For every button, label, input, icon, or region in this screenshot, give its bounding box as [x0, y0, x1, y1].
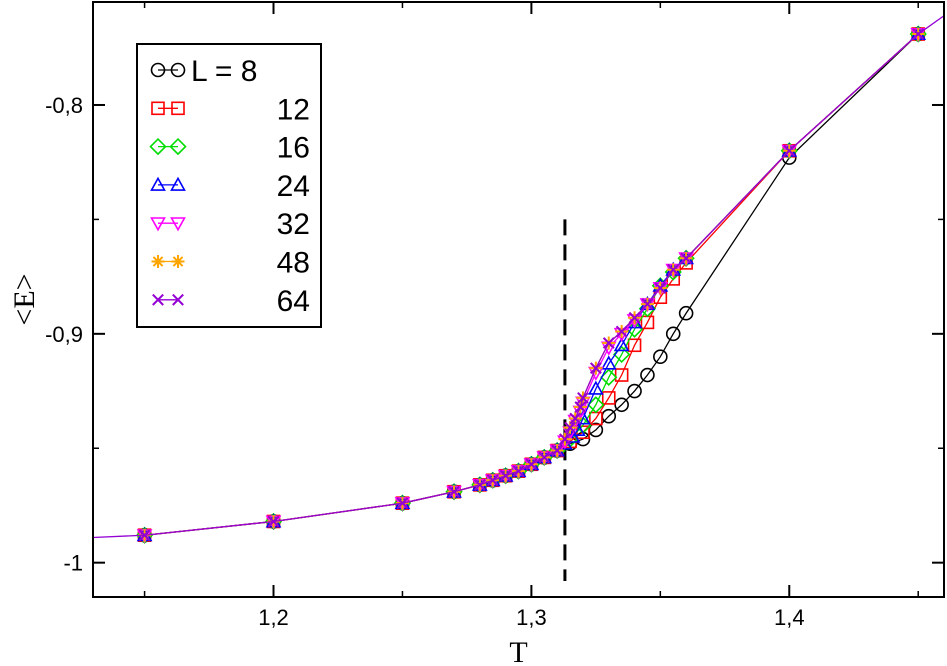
data-point [602, 337, 615, 349]
legend-label: 12 [277, 93, 310, 126]
data-point [614, 368, 629, 382]
legend-label: 64 [277, 285, 310, 318]
data-point [653, 349, 668, 365]
data-point [680, 252, 693, 265]
legend-entry: 24 [150, 170, 310, 203]
legend-marker [171, 255, 185, 268]
legend-marker [170, 62, 186, 78]
legend-entry: 32 [150, 208, 310, 241]
data-point [486, 474, 499, 487]
data-point [678, 305, 694, 321]
legend-label: 48 [277, 247, 310, 280]
data-point [559, 433, 571, 446]
data-point [138, 529, 151, 542]
y-axis-title: <E> [8, 273, 41, 325]
data-point [667, 263, 680, 276]
data-point [654, 282, 667, 294]
data-point [627, 338, 642, 353]
data-point [396, 497, 409, 510]
data-point [613, 337, 630, 352]
data-point [665, 326, 681, 342]
legend-marker [171, 101, 185, 116]
data-point [912, 28, 925, 40]
legend-marker [170, 176, 186, 191]
plot-area [92, 15, 945, 581]
legend-marker [149, 137, 167, 156]
data-point [551, 444, 564, 457]
data-point [574, 401, 587, 413]
legend: L = 8 12 16 24 32 48 64 [136, 43, 322, 328]
data-point [640, 367, 655, 383]
data-point [601, 391, 616, 405]
data-point [614, 397, 629, 413]
legend-entry: 12 [151, 93, 310, 126]
x-tick-label: 1,2 [258, 605, 289, 630]
data-point [625, 320, 644, 338]
y-tick-label: -0,9 [45, 322, 83, 347]
legend-marker [169, 137, 187, 156]
legend-marker [150, 176, 166, 191]
data-point [627, 383, 642, 399]
data-point [499, 469, 512, 482]
legend-entry: 64 [152, 285, 310, 318]
data-point [587, 396, 605, 414]
data-point [600, 368, 618, 386]
legend-marker [150, 62, 166, 78]
series-6 [92, 15, 945, 542]
data-point [589, 362, 602, 375]
data-point [615, 325, 628, 338]
data-point [588, 380, 604, 395]
data-point [600, 355, 617, 370]
legend-marker [172, 293, 184, 306]
y-tick-label: -0,8 [45, 93, 83, 118]
data-point [569, 412, 582, 425]
data-point [525, 458, 538, 471]
data-point [512, 465, 525, 478]
data-point [448, 485, 460, 498]
y-tick-label: -1 [63, 551, 83, 576]
plot-frame [92, 1, 945, 598]
data-point [577, 391, 589, 404]
legend-label: 16 [277, 132, 310, 165]
data-point [564, 421, 576, 434]
x-axis-title: T [509, 636, 527, 666]
legend-marker [150, 217, 166, 232]
legend-entry: 48 [151, 247, 310, 280]
data-point [783, 144, 796, 157]
legend-label: 32 [277, 208, 310, 241]
legend-label: L = 8 [191, 55, 257, 88]
data-point [267, 515, 280, 528]
x-tick-label: 1,3 [516, 605, 547, 630]
data-point [628, 311, 641, 324]
series-line [92, 15, 945, 539]
data-point [473, 478, 486, 491]
legend-marker [151, 255, 165, 268]
data-point [641, 298, 654, 310]
legend-entry: L = 8 [150, 55, 257, 88]
axis-ticks: 1,2 1,3 1,4 -1 -0,9 -0,8 [45, 2, 944, 630]
legend-marker [151, 101, 165, 116]
legend-marker [170, 217, 186, 232]
data-point [538, 451, 551, 464]
legend-marker [152, 293, 164, 306]
legend-entry: 16 [149, 132, 310, 165]
x-tick-label: 1,4 [774, 605, 805, 630]
legend-label: 24 [277, 170, 310, 203]
